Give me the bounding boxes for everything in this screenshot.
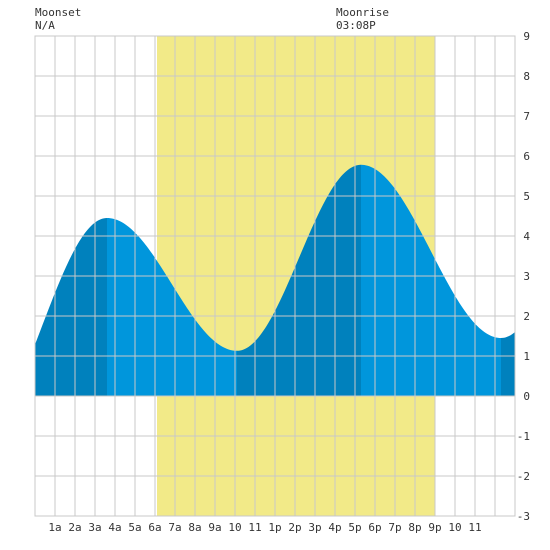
x-tick-label: 10 xyxy=(228,521,241,534)
moonrise-info: Moonrise 03:08P xyxy=(336,6,389,32)
x-tick-label: 6p xyxy=(368,521,381,534)
x-tick-label: 8p xyxy=(408,521,421,534)
moonrise-label: Moonrise xyxy=(336,6,389,19)
x-tick-label: 5p xyxy=(348,521,361,534)
x-tick-label: 8a xyxy=(188,521,201,534)
x-tick-label: 7p xyxy=(388,521,401,534)
y-tick-label: 3 xyxy=(523,270,530,283)
x-tick-label: 5a xyxy=(128,521,141,534)
rising-tide-area xyxy=(501,332,515,396)
x-tick-label: 2p xyxy=(288,521,301,534)
x-tick-label: 10 xyxy=(448,521,461,534)
x-tick-label: 9p xyxy=(428,521,441,534)
x-tick-label: 11 xyxy=(468,521,481,534)
moonrise-time: 03:08P xyxy=(336,19,376,32)
x-tick-label: 1a xyxy=(48,521,61,534)
x-tick-label: 4a xyxy=(108,521,121,534)
moonset-time: N/A xyxy=(35,19,55,32)
x-tick-label: 11 xyxy=(248,521,261,534)
y-tick-label: 0 xyxy=(523,390,530,403)
falling-tide-area xyxy=(361,164,501,396)
y-tick-label: -3 xyxy=(517,510,530,523)
grid-layer xyxy=(34,35,516,517)
y-tick-label: -2 xyxy=(517,470,530,483)
rising-tide-area xyxy=(35,218,107,396)
y-tick-label: 2 xyxy=(523,310,530,323)
y-tick-label: -1 xyxy=(517,430,530,443)
y-tick-label: 8 xyxy=(523,70,530,83)
moonset-info: Moonset N/A xyxy=(35,6,81,32)
moonset-label: Moonset xyxy=(35,6,82,19)
y-tick-label: 5 xyxy=(523,190,530,203)
y-tick-label: 6 xyxy=(523,150,530,163)
y-tick-labels: 9 8 7 6 5 4 3 2 1 0 -1 -2 -3 xyxy=(517,30,531,523)
falling-tide-area xyxy=(107,218,237,396)
x-tick-labels: 1a 2a 3a 4a 5a 6a 7a 8a 9a 10 11 1p 2p 3p 4p 5p 6p 7p 8p 9p… xyxy=(48,521,481,534)
x-tick-label: 2a xyxy=(68,521,81,534)
x-tick-label: 4p xyxy=(328,521,341,534)
rising-tide-area xyxy=(237,164,361,396)
tide-area-layer xyxy=(35,164,515,396)
y-tick-label: 4 xyxy=(523,230,530,243)
x-tick-label: 3a xyxy=(88,521,101,534)
x-tick-label: 9a xyxy=(208,521,221,534)
x-tick-label: 3p xyxy=(308,521,321,534)
plot-border xyxy=(34,35,516,517)
x-tick-label: 6a xyxy=(148,521,161,534)
y-tick-label: 9 xyxy=(523,30,530,43)
x-tick-label: 1p xyxy=(268,521,281,534)
y-tick-label: 7 xyxy=(523,110,530,123)
y-tick-label: 1 xyxy=(523,350,530,363)
x-tick-label: 7a xyxy=(168,521,181,534)
